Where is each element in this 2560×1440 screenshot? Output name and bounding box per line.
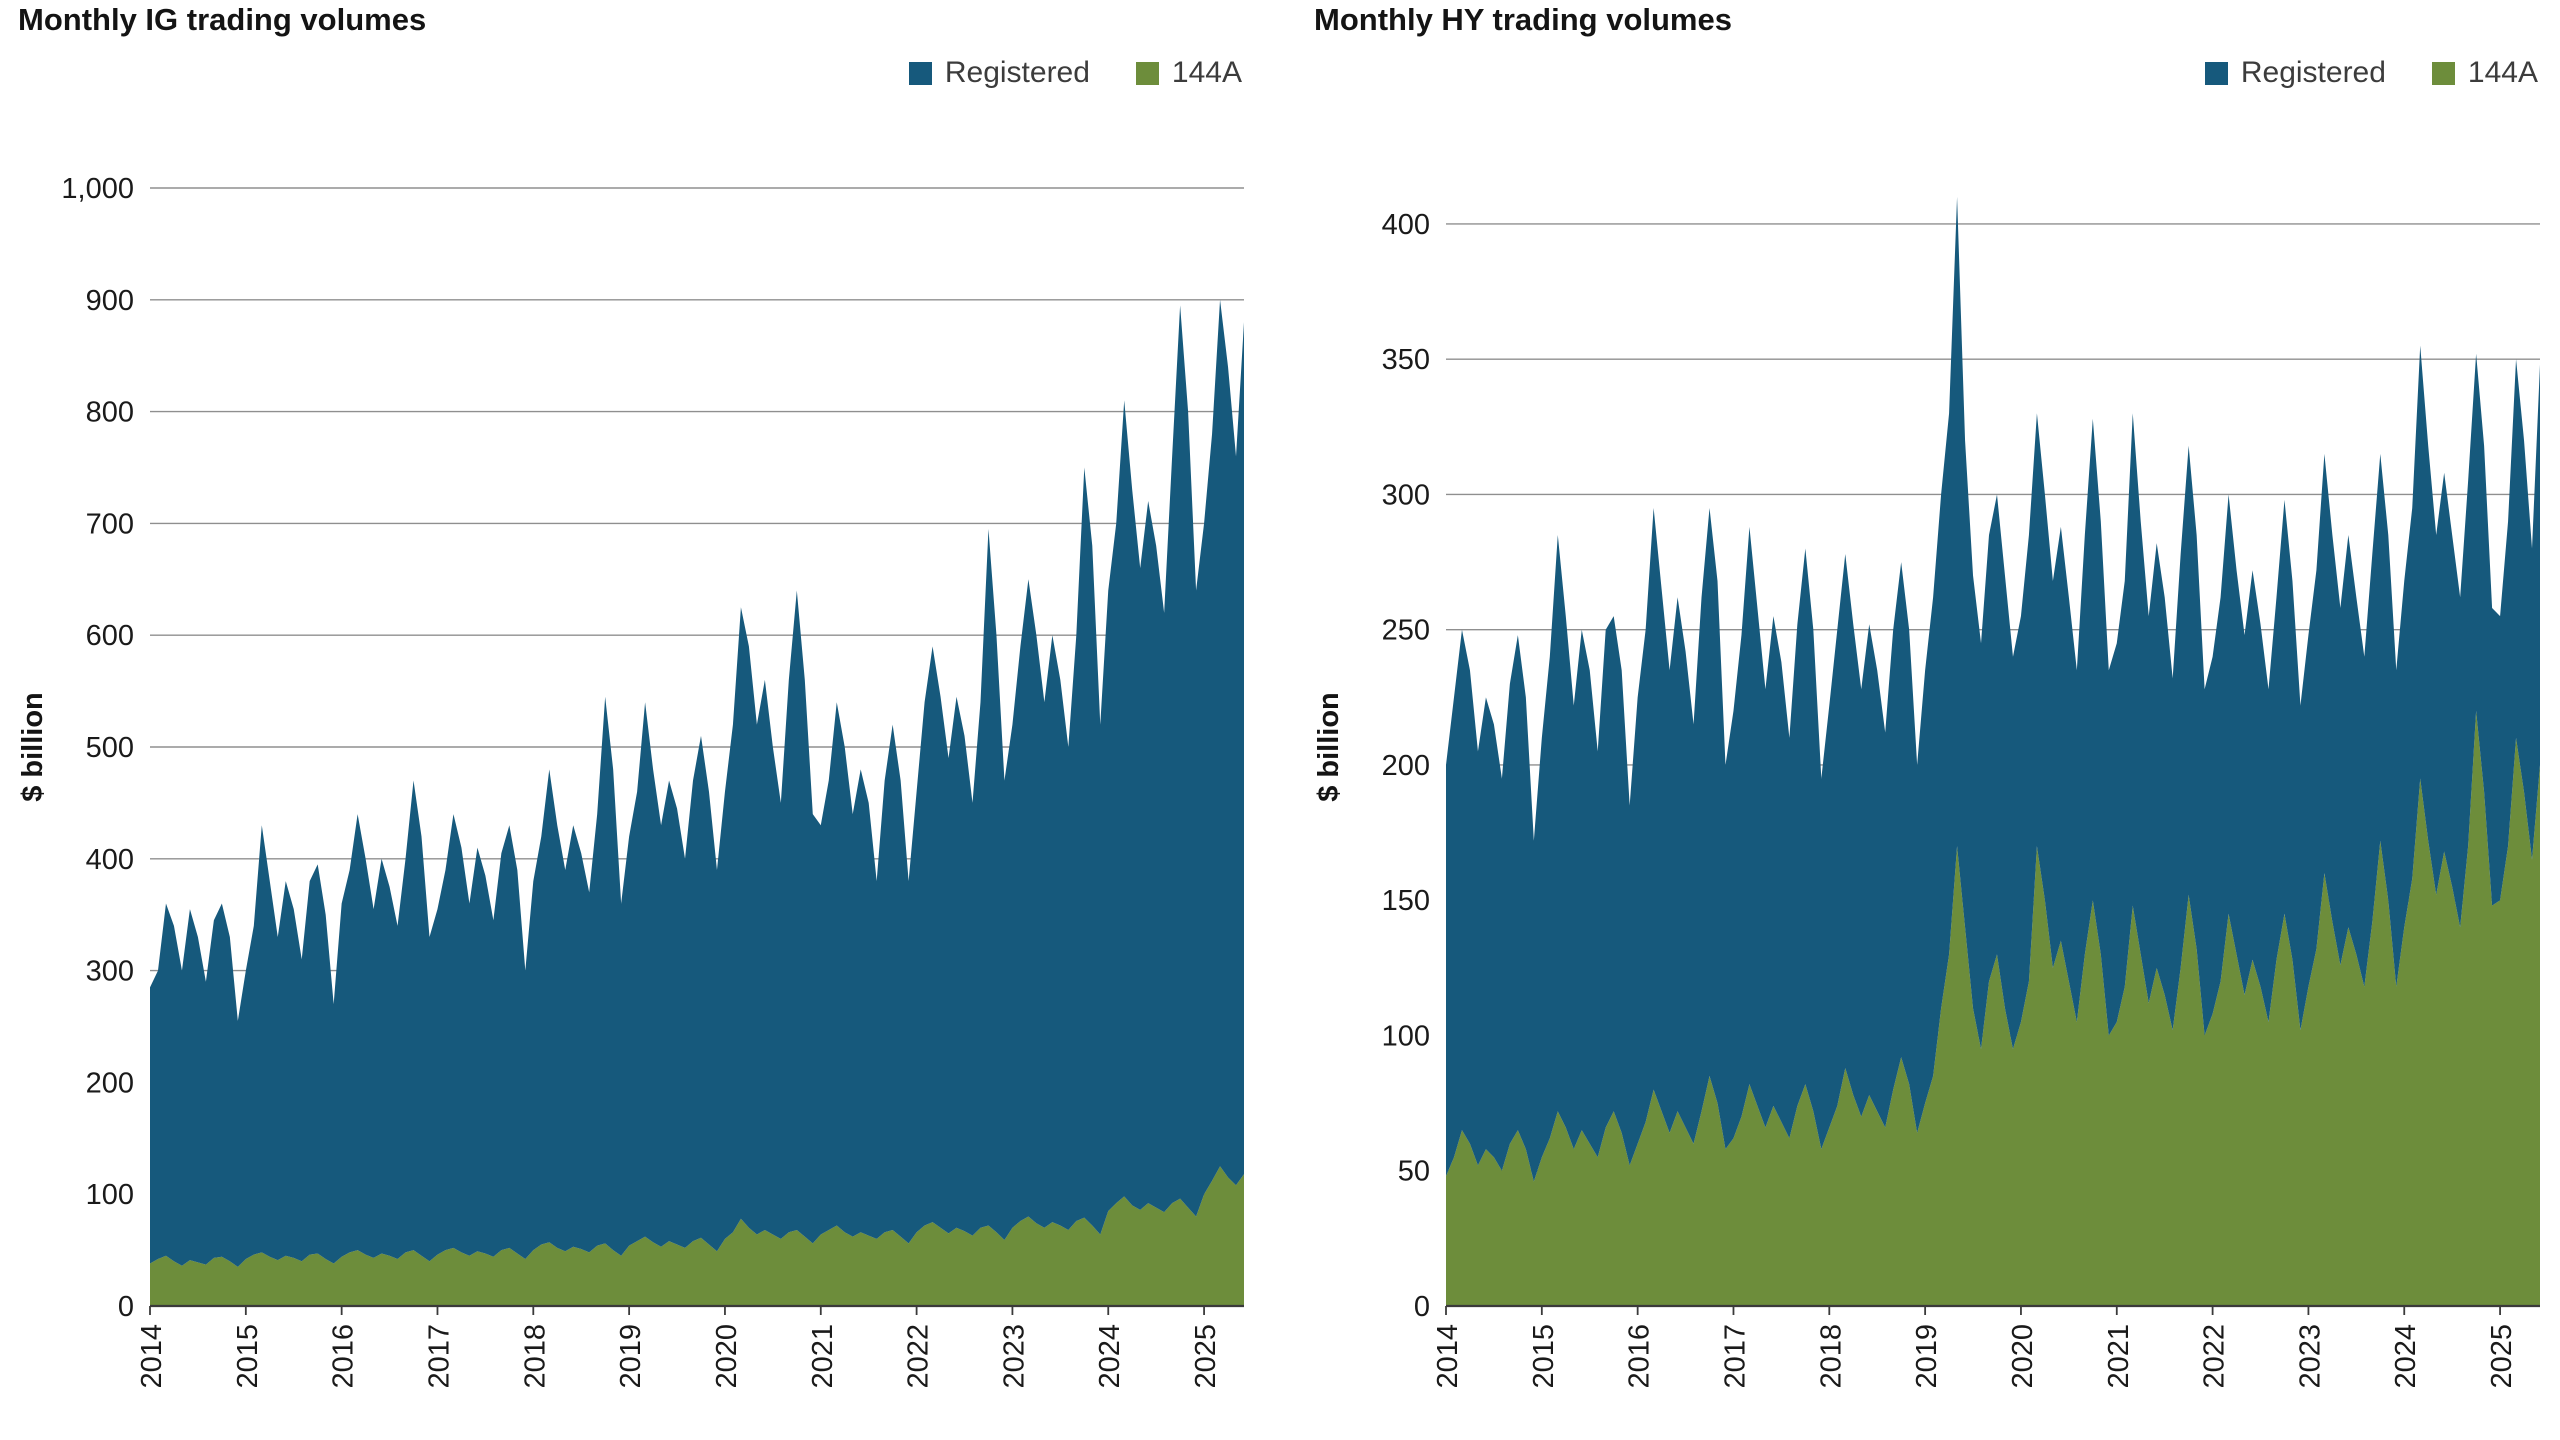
svg-text:900: 900 — [86, 285, 134, 317]
svg-text:200: 200 — [1382, 750, 1430, 782]
x-axis: 2014 2015 2016 2017 2018 2019 2020 2021 2022 2023… — [136, 1304, 1244, 1389]
svg-text:$ billion: $ billion — [1313, 692, 1345, 802]
legend-label-registered: Registered — [2240, 56, 2386, 89]
svg-text:2017: 2017 — [1719, 1324, 1751, 1389]
svg-text:2020: 2020 — [2007, 1324, 2039, 1389]
svg-text:50: 50 — [1398, 1156, 1430, 1188]
hy-chart-title: Monthly HY trading volumes — [1314, 2, 1732, 37]
y-axis-labels: 0 50 100 150 200 250 300 350 400 — [1382, 209, 1430, 1323]
144a-swatch — [1135, 61, 1159, 85]
svg-text:400: 400 — [1382, 209, 1430, 241]
svg-text:2025: 2025 — [1190, 1324, 1222, 1389]
svg-text:800: 800 — [86, 397, 134, 429]
svg-text:2024: 2024 — [1094, 1324, 1126, 1389]
svg-text:2022: 2022 — [2199, 1324, 2231, 1389]
x-axis: 2014 2015 2016 2017 2018 2019 2020 2021 2022 2023… — [1432, 1304, 2540, 1389]
svg-text:2020: 2020 — [711, 1324, 743, 1389]
svg-text:2024: 2024 — [2390, 1324, 2422, 1389]
svg-text:400: 400 — [86, 844, 134, 876]
svg-text:500: 500 — [86, 732, 134, 764]
area-144a — [150, 1166, 1244, 1306]
svg-text:2014: 2014 — [1432, 1324, 1464, 1389]
ig-legend: Registered 144A — [908, 56, 1242, 90]
ig-chart-panel: Monthly IG trading volumes Registered 14… — [12, 0, 1252, 1440]
legend-label-144a: 144A — [2467, 56, 2538, 89]
svg-text:0: 0 — [118, 1291, 134, 1323]
svg-text:350: 350 — [1382, 344, 1430, 376]
svg-text:2025: 2025 — [2486, 1324, 2518, 1389]
stacked-areas — [150, 299, 1244, 1306]
stacked-areas — [1446, 196, 2540, 1306]
svg-text:2021: 2021 — [2103, 1324, 2135, 1389]
svg-text:2016: 2016 — [328, 1324, 360, 1389]
svg-text:0: 0 — [1414, 1291, 1430, 1323]
svg-text:2021: 2021 — [807, 1324, 839, 1389]
svg-text:700: 700 — [86, 508, 134, 540]
area-144a — [1446, 710, 2540, 1306]
legend-item-144a: 144A — [1135, 56, 1242, 90]
ig-chart-title: Monthly IG trading volumes — [18, 2, 427, 37]
svg-text:2018: 2018 — [1815, 1324, 1847, 1389]
registered-swatch — [908, 61, 932, 85]
hy-chart-plot: 0 50 100 150 200 250 300 350 400 2014 2015 2016 2017… — [1313, 196, 2540, 1389]
svg-text:2015: 2015 — [232, 1324, 264, 1389]
svg-text:2017: 2017 — [423, 1324, 455, 1389]
svg-text:250: 250 — [1382, 615, 1430, 647]
registered-swatch — [2204, 61, 2228, 85]
svg-text:300: 300 — [86, 956, 134, 988]
svg-text:2015: 2015 — [1528, 1324, 1560, 1389]
y-axis-labels: 0 100 200 300 400 500 600 700 800 900 1,000 — [61, 173, 134, 1323]
legend-label-144a: 144A — [1171, 56, 1242, 89]
svg-text:2016: 2016 — [1624, 1324, 1656, 1389]
legend-label-registered: Registered — [944, 56, 1090, 89]
svg-text:2023: 2023 — [998, 1324, 1030, 1389]
y-axis-title: $ billion — [17, 692, 49, 802]
svg-text:300: 300 — [1382, 479, 1430, 511]
144a-swatch — [2431, 61, 2455, 85]
svg-text:2019: 2019 — [615, 1324, 647, 1389]
svg-text:2022: 2022 — [903, 1324, 935, 1389]
svg-text:2019: 2019 — [1911, 1324, 1943, 1389]
svg-text:2018: 2018 — [519, 1324, 551, 1389]
hy-chart-panel: Monthly HY trading volumes Registered 14… — [1308, 0, 2548, 1440]
svg-text:1,000: 1,000 — [61, 173, 134, 205]
svg-text:100: 100 — [86, 1179, 134, 1211]
area-registered — [150, 299, 1244, 1267]
svg-text:2023: 2023 — [2294, 1324, 2326, 1389]
hy-legend: Registered 144A — [2204, 56, 2538, 90]
svg-text:200: 200 — [86, 1067, 134, 1099]
legend-item-144a: 144A — [2431, 56, 2538, 90]
svg-text:600: 600 — [86, 620, 134, 652]
svg-text:100: 100 — [1382, 1020, 1430, 1052]
legend-item-registered: Registered — [2204, 56, 2386, 90]
area-registered — [1446, 196, 2540, 1182]
legend-item-registered: Registered — [908, 56, 1090, 90]
svg-text:$ billion: $ billion — [17, 692, 49, 802]
svg-text:150: 150 — [1382, 885, 1430, 917]
svg-text:2014: 2014 — [136, 1324, 168, 1389]
y-axis-title: $ billion — [1313, 692, 1345, 802]
